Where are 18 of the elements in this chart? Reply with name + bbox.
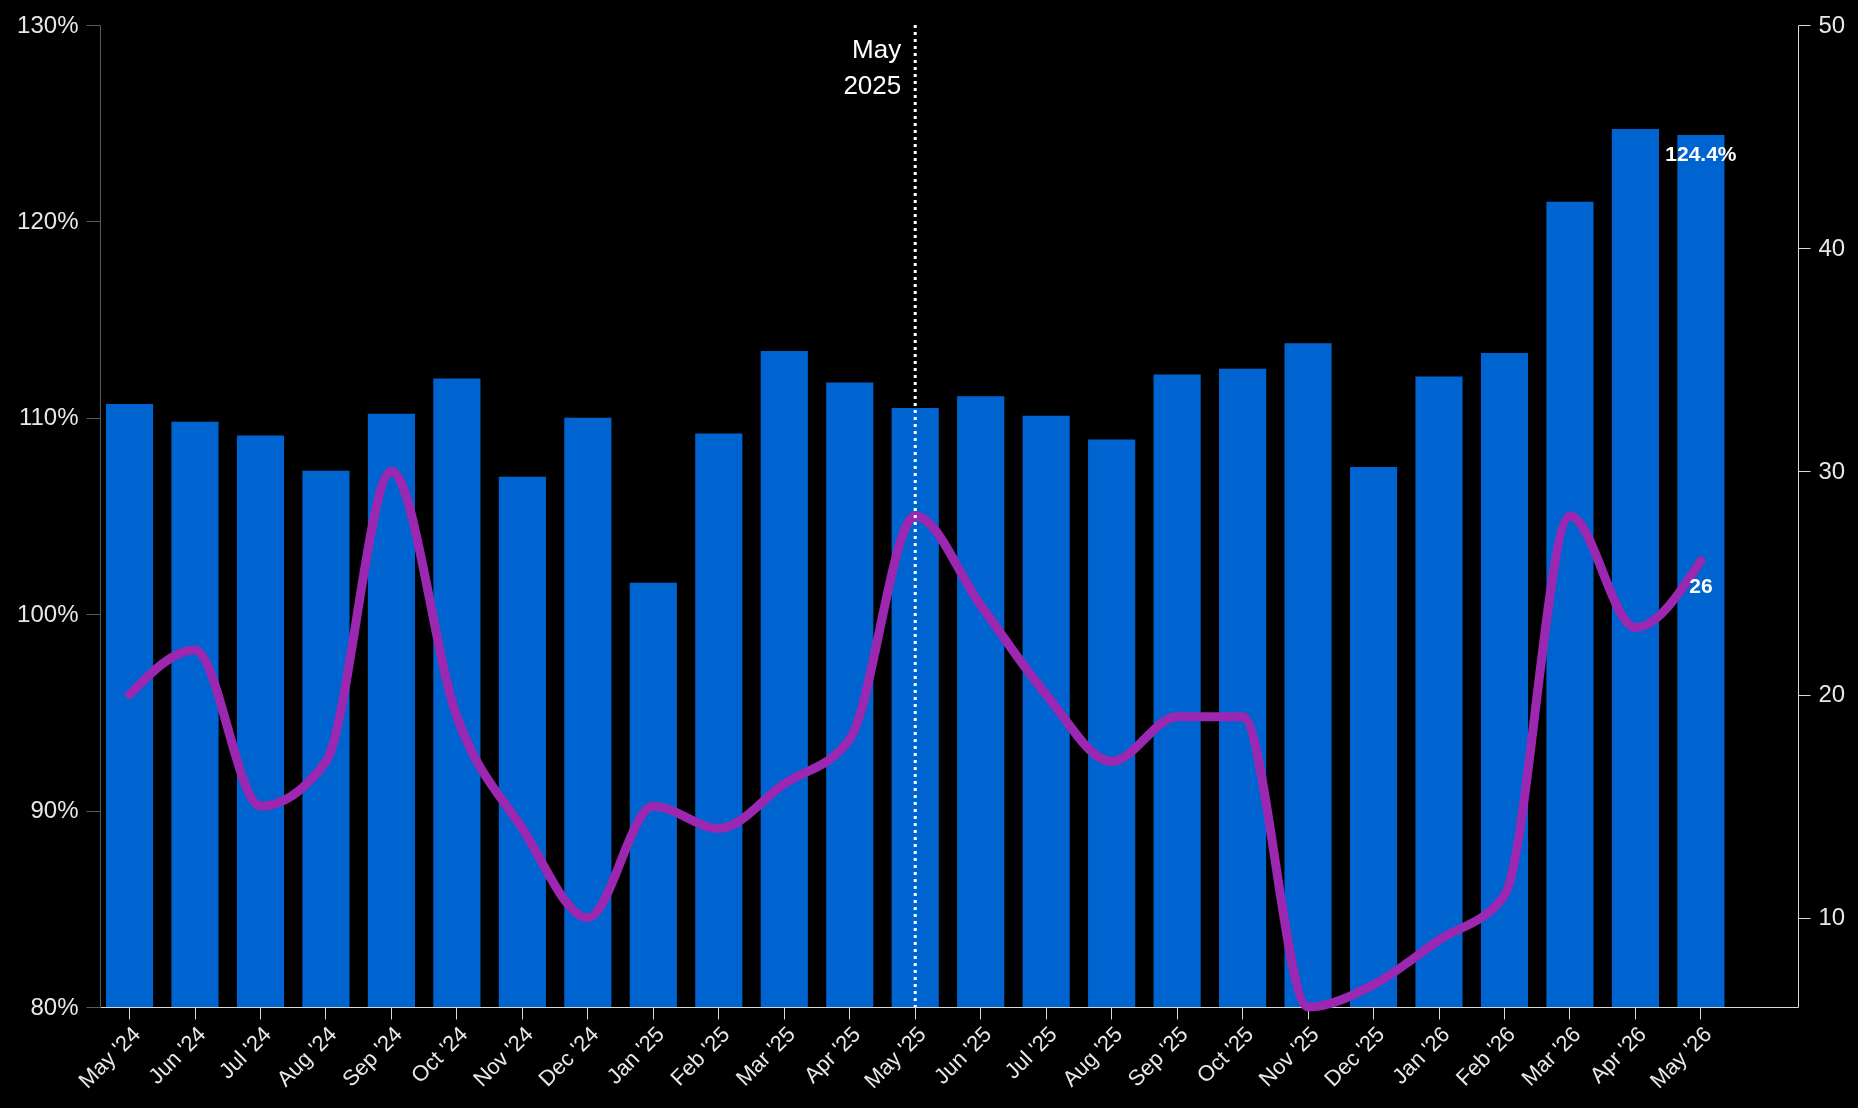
y2-tick-label: 20 xyxy=(1818,680,1846,708)
x-tick-label: Jun '25 xyxy=(928,1021,997,1089)
data-label: 26 xyxy=(1689,573,1713,597)
y2-tick-label: 30 xyxy=(1818,456,1846,484)
y-tick-label: 110% xyxy=(18,403,79,431)
ref-line-label: May 2025 xyxy=(843,34,902,100)
x-tick-label: May '26 xyxy=(1644,1021,1717,1094)
y2-tick-label: 40 xyxy=(1818,233,1846,261)
x-tick-label: Jun '24 xyxy=(143,1021,211,1089)
x-tick-label: May '24 xyxy=(73,1021,146,1094)
y2-tick-label: 50 xyxy=(1818,10,1846,38)
x-tick-label: May '25 xyxy=(859,1021,931,1094)
y-tick-label: 80% xyxy=(30,992,79,1020)
y-tick-label: 130% xyxy=(17,10,79,38)
y-tick-label: 90% xyxy=(30,796,79,824)
y2-tick-label: 10 xyxy=(1818,903,1846,931)
y-tick-label: 120% xyxy=(17,206,79,234)
y-tick-label: 100% xyxy=(17,599,79,627)
